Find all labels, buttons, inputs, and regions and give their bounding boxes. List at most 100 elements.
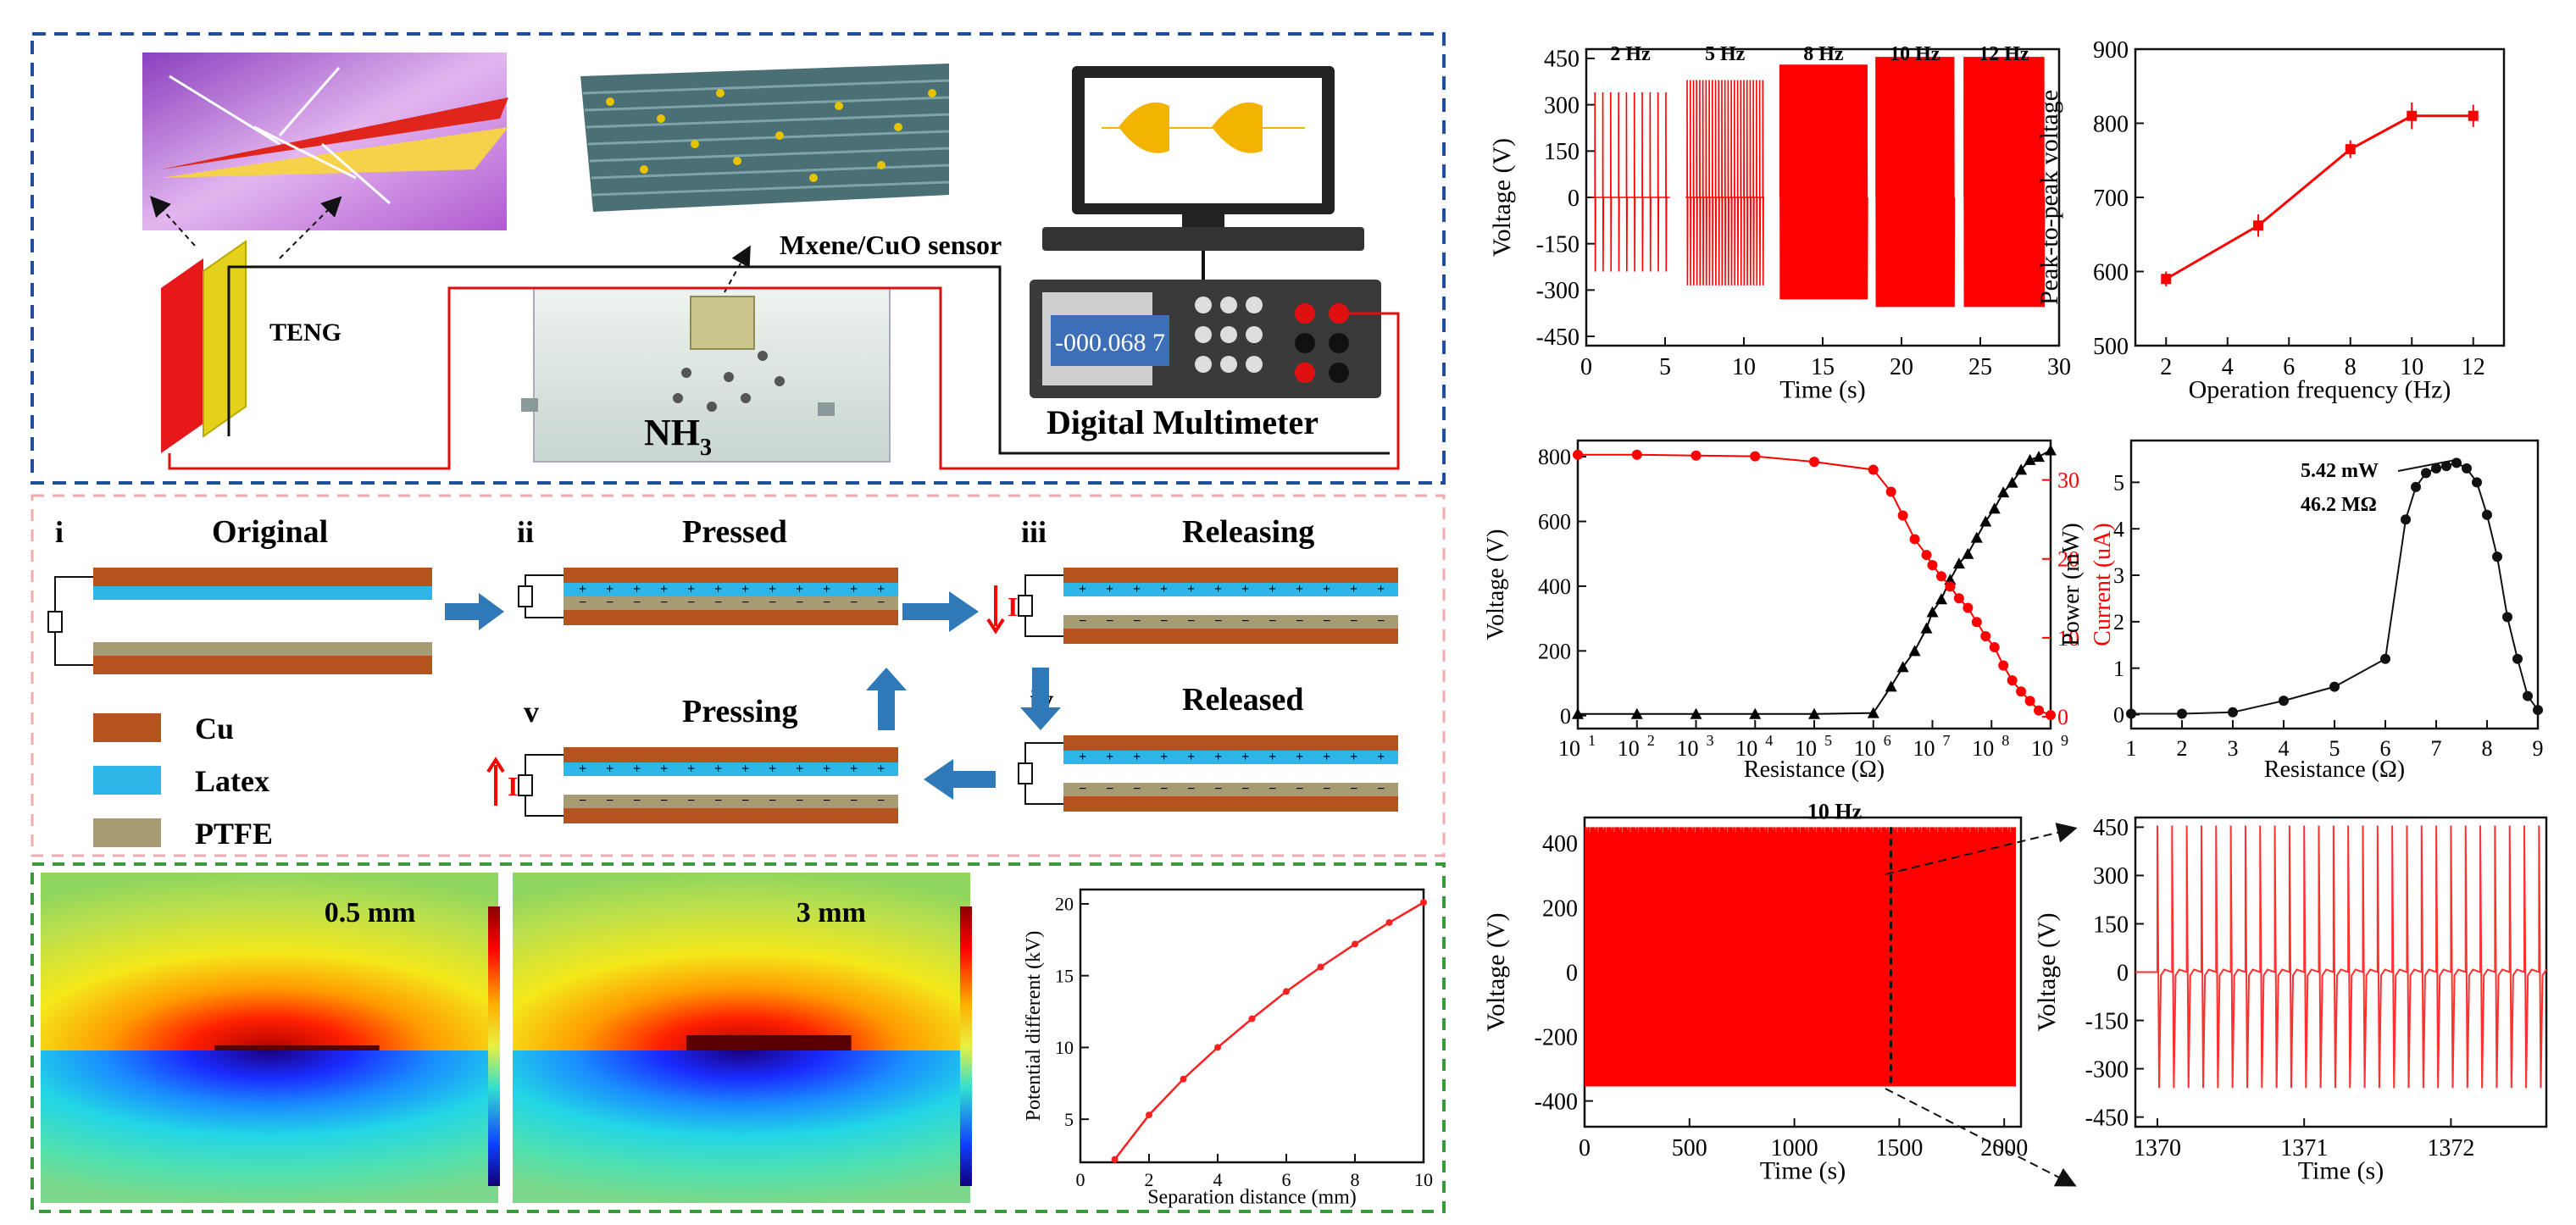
x-tick-label: 1 [2126,736,2137,761]
y2-axis-label: Current (uA) [2090,523,2116,646]
current-point [1909,534,1920,545]
zoom-connector [1885,823,2078,1187]
field-simulations: 0.5 mm 3 mm [41,873,972,1203]
cu-layer [1063,735,1398,751]
x-tick-label: 10 [1854,736,1876,761]
charge-sign: + [660,582,668,596]
x-tick-label: 1370 [2134,1135,2181,1161]
charge-sign: − [660,794,668,808]
y-tick-label: 200 [1538,639,1571,663]
cu-layer [564,747,898,762]
multimeter-readout: -000.068 7 [1055,329,1165,357]
x-tick-label: 6 [2283,354,2295,380]
charge-sign: + [687,582,695,596]
p2p-line [2165,114,2473,280]
current-point [2046,710,2056,721]
charge-sign: − [1269,614,1276,629]
charge-sign: − [633,596,641,610]
potential-point [1146,1111,1152,1119]
charge-sign: + [1214,582,1222,596]
voltage-point [2006,476,2018,488]
cu-layer [1063,568,1398,583]
y2-tick-label: 0 [2057,705,2068,729]
x-tick-label: 10 [1732,354,1756,380]
y-tick-label: -300 [2085,1056,2129,1083]
charge-sign: + [633,762,641,776]
voltage-point [1572,707,1584,719]
material-legend: Cu Latex PTFE [93,712,273,851]
current-point [1885,486,1896,497]
gap-label: 3 mm [797,897,866,928]
charge-sign: + [633,582,641,596]
ptfe-layer [564,596,898,610]
legend-label: Latex [195,764,269,798]
y-axis-label: Power (mW) [2058,523,2085,646]
x-tick-label: 8 [2482,736,2493,761]
mechanism-panel: i Original ii Pressed+−+−+−+−+−+−+−+−+−+−+−… [31,494,1446,857]
current-arrow-head [986,618,1005,635]
charge-sign: + [1377,750,1385,764]
voltage-point [1979,515,1992,527]
charge-sign: − [796,794,803,808]
power-point [2279,696,2289,707]
potential-point [1317,963,1324,971]
voltage-point [1935,593,1947,605]
potential-point [1180,1075,1187,1083]
potential-line [1113,901,1424,1161]
x-tick-label: 5 [2329,736,2340,761]
peak-power-label: 5.42 mW [2301,460,2379,482]
voltage-point [1962,547,1974,559]
charge-sign: + [1133,750,1141,764]
y-tick-label: 5 [1064,1109,1074,1130]
ptfe-layer [564,795,898,808]
x-tick-label: 8 [1351,1169,1360,1190]
peak-pointer [2397,458,2459,472]
charge-sign: − [660,596,668,610]
charge-sign: − [714,596,722,610]
current-point [1935,571,1946,582]
charge-sign: + [823,582,830,596]
x-tick-label: 6 [1282,1169,1291,1190]
p2p-point [2407,110,2418,121]
charge-sign: − [1133,782,1141,796]
charge-sign: − [1187,614,1195,629]
charge-sign: + [579,582,586,596]
legend-label: PTFE [195,817,273,851]
potential-point [1420,899,1427,906]
x-tick-label: 6 [2380,736,2391,761]
charge-sign: − [633,794,641,808]
y-tick-label: 450 [2093,815,2129,841]
charge-sign: − [714,794,722,808]
y-tick-label: 4 [2113,517,2124,541]
power-point [2502,612,2512,623]
x-tick-label: 1000 [1771,1135,1818,1161]
gas-chamber [521,245,891,463]
charge-sign: − [1214,614,1222,629]
electrode-top [214,1045,380,1050]
x-tick-label: 4 [2222,354,2234,380]
gap-label: 0.5 mm [325,897,416,928]
series-line [1578,453,2051,717]
y-axis-label: Voltage (V) [1488,138,1516,257]
x-tick-label: 30 [2047,354,2071,380]
chart-bg [1010,873,1438,1203]
y-axis-label: Voltage (V) [2033,912,2061,1031]
charge-sign: − [1160,614,1168,629]
cu-layer [93,568,432,586]
field-positive [41,873,498,1050]
x-tick-label: 2 [2160,354,2172,380]
current-point [1897,510,1908,521]
x-axis-label: Resistance (Ω) [2264,757,2405,783]
lightning-image [142,53,508,230]
charge-sign: + [1079,582,1086,596]
plot-frame [1576,439,2052,730]
x-tick-exponent: 4 [1765,732,1773,749]
voltage-trace [1963,57,2046,308]
voltage-point [1997,486,2010,498]
p2p-point [2253,220,2263,231]
x-tick-label: 0 [1580,354,1592,380]
charge-sign: + [1106,750,1113,764]
legend-swatch [93,766,161,795]
cu-layer [564,808,898,823]
